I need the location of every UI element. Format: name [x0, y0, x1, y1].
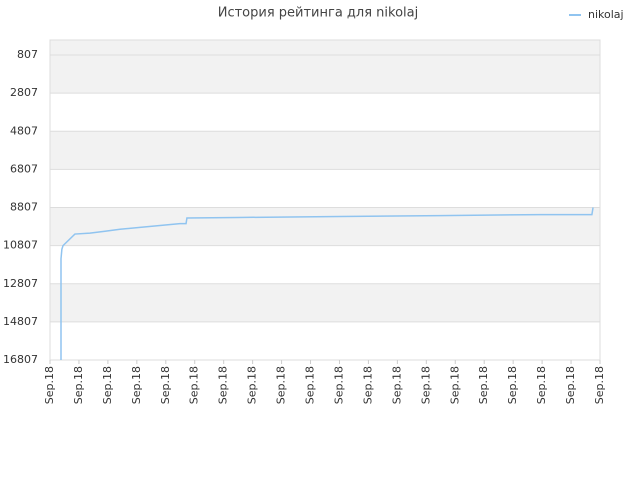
y-tick-label: 4807 — [10, 124, 38, 137]
x-tick-label: Sep.18 — [246, 366, 259, 404]
x-tick-label: Sep.18 — [101, 366, 114, 404]
x-tick-label: Sep.18 — [304, 366, 317, 404]
x-tick-label: Sep.18 — [188, 366, 201, 404]
x-tick-label: Sep.18 — [332, 366, 345, 404]
plot-band — [50, 40, 600, 56]
plot-band — [50, 207, 600, 246]
x-tick-label: Sep.18 — [564, 366, 577, 404]
y-tick-label: 807 — [17, 48, 38, 61]
x-tick-label: Sep.18 — [506, 366, 519, 404]
x-tick-label: Sep.18 — [448, 366, 461, 404]
x-tick-label: Sep.18 — [390, 366, 403, 404]
plot-band — [50, 131, 600, 170]
x-tick-label: Sep.18 — [361, 366, 374, 404]
plot-band — [50, 283, 600, 322]
x-tick-label: Sep.18 — [593, 366, 606, 404]
y-tick-label: 2807 — [10, 86, 38, 99]
x-tick-label: Sep.18 — [535, 366, 548, 404]
x-tick-label: Sep.18 — [217, 366, 230, 404]
y-tick-label: 14807 — [3, 315, 38, 328]
line — [60, 207, 594, 360]
y-tick-label: 8807 — [10, 201, 38, 214]
x-tick-label: Sep.18 — [477, 366, 490, 404]
x-tick-label: Sep.18 — [419, 366, 432, 404]
x-tick-label: Sep.18 — [72, 366, 85, 404]
x-tick-label: Sep.18 — [43, 366, 56, 404]
chart-title: История рейтинга для nikolaj — [218, 6, 419, 21]
y-tick-label: 6807 — [10, 162, 38, 175]
legend-label: nikolaj — [588, 8, 624, 21]
y-tick-label: 16807 — [3, 353, 38, 366]
x-tick-label: Sep.18 — [159, 366, 172, 404]
y-tick-label: 10807 — [3, 239, 38, 252]
plot-band — [50, 55, 600, 94]
x-tick-label: Sep.18 — [275, 366, 288, 404]
y-tick-label: 12807 — [3, 277, 38, 290]
x-tick-label: Sep.18 — [130, 366, 143, 404]
